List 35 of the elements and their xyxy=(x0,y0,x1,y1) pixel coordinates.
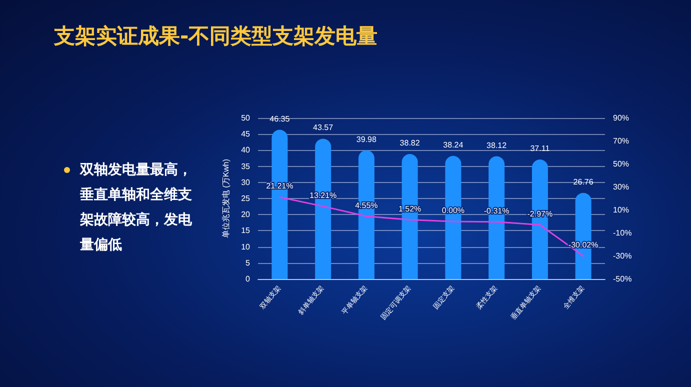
y-tick-label: 0 xyxy=(246,274,251,284)
y-tick-label: 35 xyxy=(241,162,251,171)
y-tick-label: 40 xyxy=(241,146,251,155)
y-tick-label: 5 xyxy=(246,258,251,268)
data-label: 38.12 xyxy=(486,140,508,150)
y-tick-label: 30 xyxy=(241,178,251,187)
data-label: 37.11 xyxy=(530,144,550,154)
data-label: 43.57 xyxy=(313,123,334,132)
y2-tick-label: 30% xyxy=(613,182,630,192)
data-label: 38.82 xyxy=(400,138,420,148)
text: 双轴发电量最高，垂直单轴和全维支架故障较高，发电量偏低 xyxy=(80,160,193,255)
y-tick-label: 10 xyxy=(241,242,251,252)
data-label: 46.35 xyxy=(270,114,290,124)
y2-tick-label: 90% xyxy=(613,114,630,122)
y2-tick-label: 10% xyxy=(613,206,630,214)
chart-title: 支架实证成果-不同类型支架发电量 xyxy=(54,23,378,50)
data-label: 1.52% xyxy=(398,204,422,214)
data-label: -0.31% xyxy=(484,206,510,216)
y-tick-label: 45 xyxy=(241,130,251,139)
data-label: 39.98 xyxy=(356,134,377,144)
y-tick-label: 50 xyxy=(241,114,251,122)
data-label: 26.76 xyxy=(573,177,594,186)
y-tick-label: 25 xyxy=(241,194,251,203)
y-axis-title: 单位兆瓦发电 (万Kwh) xyxy=(222,158,230,238)
y2-tick-label: 50% xyxy=(613,160,630,168)
y2-tick-label: -50% xyxy=(613,274,632,284)
y2-tick-label: 70% xyxy=(613,136,630,146)
y2-tick-label: -30% xyxy=(613,252,632,260)
data-label: 4.55% xyxy=(355,200,378,210)
data-label: 38.24 xyxy=(443,140,464,150)
y2-tick-label: -10% xyxy=(613,228,632,238)
y-tick-label: 15 xyxy=(241,226,251,236)
y-tick-label: 20 xyxy=(241,210,251,220)
data-label: -2.97% xyxy=(527,209,553,218)
data-label: 0.00% xyxy=(442,206,465,215)
